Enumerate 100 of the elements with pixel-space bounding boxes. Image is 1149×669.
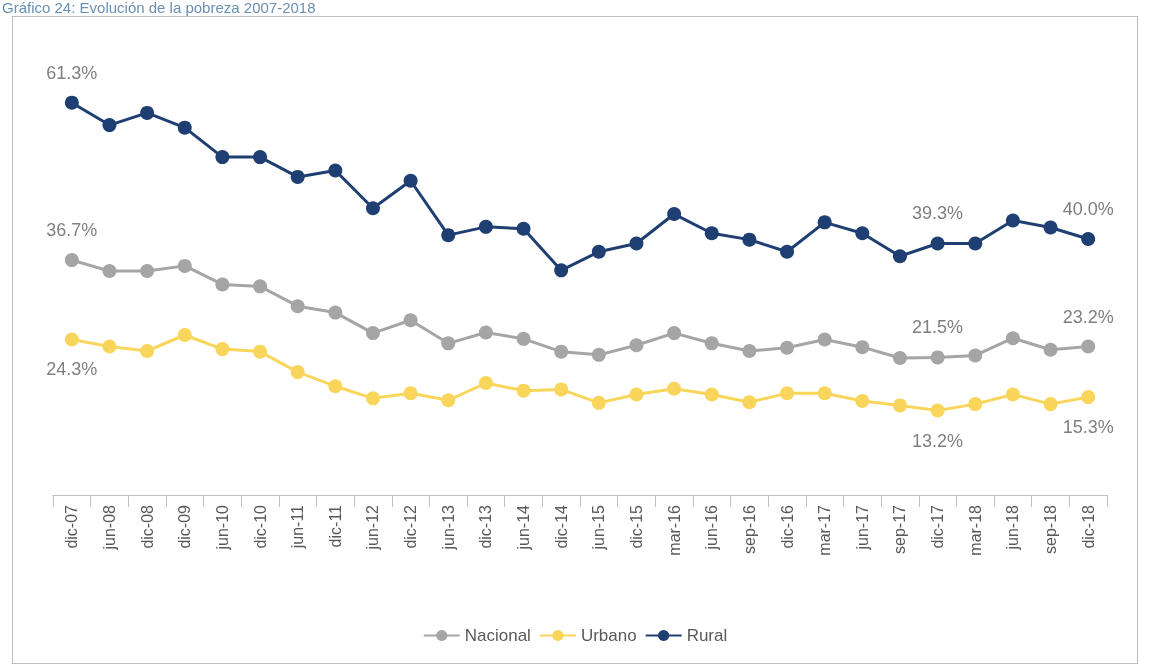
point: [403, 313, 418, 328]
x-tick-label: dic-10: [251, 504, 269, 549]
x-tick-label: dic-12: [402, 504, 420, 549]
point: [930, 403, 945, 418]
x-tick-label: dic-08: [138, 504, 156, 549]
point: [742, 395, 757, 410]
point: [892, 249, 907, 264]
x-tick-label: jun-15: [590, 504, 608, 551]
x-tick-label: dic-16: [778, 504, 796, 549]
data-label: 61.3%: [46, 62, 98, 83]
point: [667, 381, 682, 396]
point: [215, 150, 230, 165]
point: [215, 277, 230, 292]
point: [102, 339, 117, 354]
x-tick-label: dic-09: [176, 504, 194, 549]
point: [1043, 342, 1058, 357]
x-tick-label: jun-14: [515, 504, 533, 551]
point: [441, 228, 456, 243]
data-label: 21.5%: [912, 317, 964, 338]
point: [516, 221, 531, 236]
x-tick-label: jun-17: [853, 504, 871, 551]
point: [253, 279, 268, 294]
point: [140, 264, 155, 278]
x-tick-label: mar-17: [816, 504, 834, 556]
x-tick-label: jun-08: [100, 504, 118, 551]
point: [817, 215, 832, 230]
x-tick-label: sep-16: [740, 504, 758, 554]
x-tick-label: jun-13: [439, 504, 457, 551]
point: [64, 95, 79, 110]
point: [742, 232, 757, 247]
point: [742, 344, 757, 358]
chart-title: Gráfico 24: Evolución de la pobreza 2007-2018: [2, 0, 316, 16]
point: [930, 236, 945, 251]
data-label: 24.3%: [46, 359, 98, 380]
point: [365, 391, 380, 406]
point: [177, 258, 192, 273]
point: [780, 386, 795, 401]
point: [554, 263, 569, 278]
x-tick-label: jun-12: [364, 504, 382, 551]
point: [629, 387, 644, 402]
point: [591, 395, 606, 410]
point: [328, 305, 343, 320]
point: [1081, 390, 1096, 405]
point: [253, 344, 268, 359]
point: [855, 226, 870, 241]
point: [441, 393, 456, 408]
point: [403, 173, 418, 188]
point: [817, 386, 832, 401]
point: [140, 105, 155, 120]
point: [968, 348, 983, 363]
point: [780, 340, 795, 355]
point: [855, 393, 870, 408]
point: [780, 244, 795, 259]
legend-label: Nacional: [464, 626, 531, 645]
point: [328, 379, 343, 394]
x-tick-label: dic-11: [326, 504, 344, 548]
point: [290, 299, 305, 314]
point: [365, 326, 380, 341]
point: [855, 340, 870, 355]
point: [817, 332, 832, 347]
x-tick-label: dic-13: [477, 504, 495, 549]
data-label: 13.2%: [912, 430, 964, 451]
point: [290, 169, 305, 184]
x-tick-label: jun-18: [1004, 504, 1022, 551]
point: [554, 344, 569, 359]
point: [64, 253, 79, 268]
point: [667, 207, 682, 222]
x-tick-label: sep-17: [891, 504, 909, 554]
point: [478, 376, 493, 390]
point: [968, 397, 983, 412]
point: [516, 331, 531, 346]
point: [516, 383, 531, 398]
point: [102, 264, 117, 278]
point: [591, 244, 606, 259]
point: [1005, 213, 1020, 228]
point: [554, 382, 569, 397]
x-tick-label: mar-18: [966, 504, 984, 556]
point: [1005, 387, 1020, 402]
point: [704, 387, 719, 402]
point: [892, 351, 907, 366]
point: [629, 338, 644, 353]
point: [328, 163, 343, 178]
x-tick-label: dic-14: [552, 504, 570, 549]
point: [704, 226, 719, 241]
point: [253, 150, 268, 165]
data-label: 15.3%: [1062, 417, 1114, 438]
point: [629, 236, 644, 251]
point: [215, 342, 230, 357]
point: [365, 201, 380, 216]
point: [478, 219, 493, 234]
point: [704, 336, 719, 351]
data-label: 36.7%: [46, 220, 98, 241]
point: [1043, 220, 1058, 235]
x-tick-label: sep-18: [1042, 504, 1060, 554]
point: [290, 365, 305, 380]
point: [102, 118, 117, 133]
point: [403, 386, 418, 401]
point: [177, 120, 192, 135]
data-label: 23.2%: [1062, 306, 1114, 327]
point: [968, 236, 983, 251]
